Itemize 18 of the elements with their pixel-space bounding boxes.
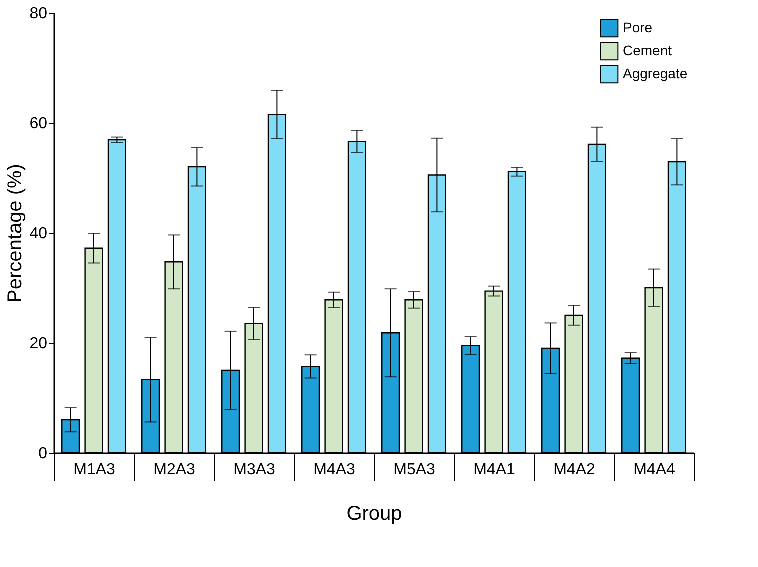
x-axis-title: Group <box>346 503 402 525</box>
legend-label: Aggregate <box>623 66 688 82</box>
x-tick-label: M5A3 <box>394 462 436 478</box>
y-tick-label: 80 <box>30 6 48 22</box>
legend-label: Cement <box>623 42 672 58</box>
x-tick-label: M3A3 <box>234 462 276 478</box>
x-tick-label: M4A4 <box>634 462 676 478</box>
y-tick-label: 0 <box>38 446 48 462</box>
y-tick-label: 20 <box>30 336 48 352</box>
x-tick-label: M4A2 <box>554 462 596 478</box>
x-tick-label: M2A3 <box>154 462 196 478</box>
x-tick-label: M4A1 <box>474 462 516 478</box>
y-axis-title: Percentage (%) <box>4 164 27 303</box>
y-tick-label: 40 <box>30 226 48 242</box>
x-tick-label: M4A3 <box>314 462 356 478</box>
y-tick-label: 60 <box>30 116 48 132</box>
legend-label: Pore <box>623 20 653 36</box>
x-tick-label: M1A3 <box>74 462 116 478</box>
